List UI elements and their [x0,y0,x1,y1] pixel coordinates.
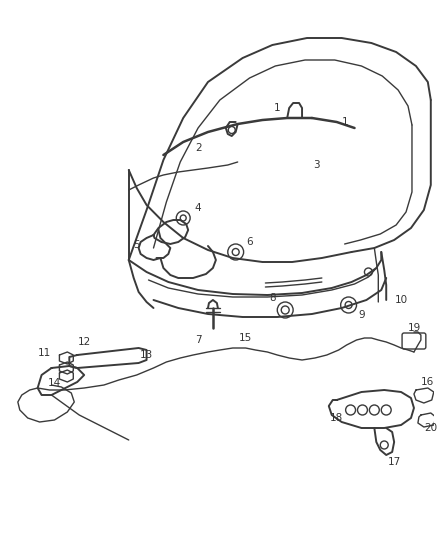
Text: 9: 9 [358,310,365,320]
Text: 19: 19 [407,323,420,333]
Text: 10: 10 [395,295,408,305]
Text: 2: 2 [195,143,201,153]
Text: 13: 13 [140,350,153,360]
Text: 3: 3 [314,160,320,170]
Text: 1: 1 [341,117,348,127]
Text: 8: 8 [269,293,276,303]
Text: 17: 17 [388,457,401,467]
Text: 12: 12 [78,337,91,347]
Text: 6: 6 [246,237,253,247]
Text: 7: 7 [195,335,201,345]
Text: 11: 11 [38,348,51,358]
Text: 1: 1 [274,103,281,113]
Text: 18: 18 [330,413,343,423]
Text: 5: 5 [133,240,140,250]
Text: 4: 4 [195,203,201,213]
Text: 16: 16 [421,377,434,387]
Text: 14: 14 [48,378,61,388]
Text: 20: 20 [424,423,438,433]
Text: 15: 15 [239,333,252,343]
FancyBboxPatch shape [402,333,426,349]
